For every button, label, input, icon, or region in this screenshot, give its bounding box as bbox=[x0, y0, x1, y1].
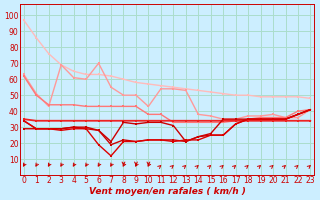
X-axis label: Vent moyen/en rafales ( km/h ): Vent moyen/en rafales ( km/h ) bbox=[89, 187, 245, 196]
